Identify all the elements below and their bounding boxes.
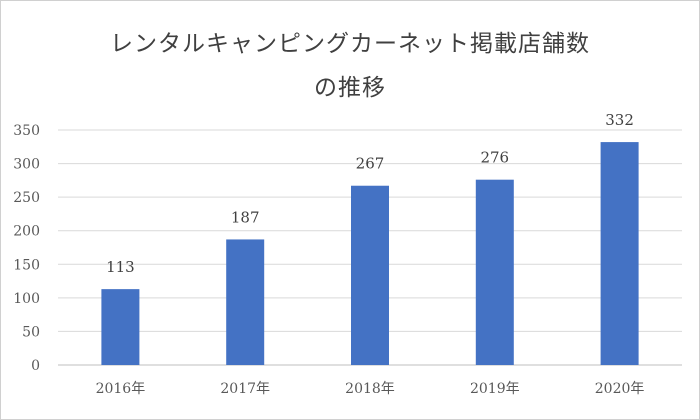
y-tick-label: 250 [13,190,40,206]
data-label: 332 [605,111,634,129]
bar [351,185,389,365]
chart-title-line-2: の推移 [314,75,386,101]
data-label: 267 [356,155,385,173]
x-tick-label: 2018年 [345,381,395,397]
data-label: 187 [231,208,260,226]
bar [475,179,514,365]
data-label: 113 [106,258,135,276]
x-tick-label: 2016年 [96,381,146,397]
x-tick-label: 2017年 [220,381,270,397]
data-label: 276 [480,149,509,167]
bar [101,289,140,365]
y-tick-label: 50 [22,324,40,340]
chart-title: レンタルキャンピングカーネット掲載店舗数 [110,31,590,57]
bar [600,142,639,365]
x-tick-label: 2020年 [595,381,645,397]
y-tick-label: 200 [13,224,40,240]
y-tick-label: 100 [13,291,40,307]
bar [226,239,265,365]
y-tick-label: 350 [13,123,40,139]
y-tick-label: 0 [31,358,40,374]
y-tick-label: 300 [13,157,40,173]
x-tick-label: 2019年 [470,381,520,397]
y-tick-label: 150 [13,257,40,273]
